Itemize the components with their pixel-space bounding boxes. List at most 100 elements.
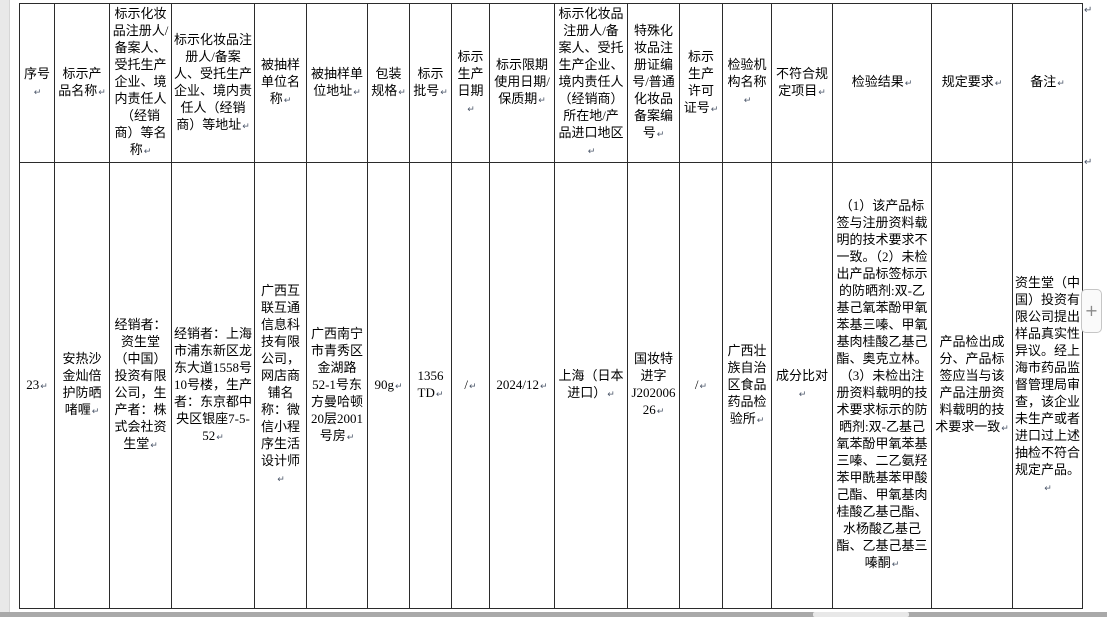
- header-label-nonconforming-item: 不符合规定项目: [775, 65, 828, 98]
- cell-value-inspection-result: （1）该产品标签与注册资料载明的技术要求不一致。（2）未检出产品标签标示的防晒剂…: [836, 198, 928, 570]
- paragraph-mark-icon: ↵: [818, 87, 826, 98]
- paragraph-mark-icon: ↵: [538, 96, 546, 106]
- cell-value-registrant-address: 经销者：上海市浦东新区龙东大道1558号10号楼，生产者：东京都中央区银座7-5…: [174, 325, 253, 443]
- paragraph-mark-icon: ↵: [277, 475, 285, 485]
- cell-value-nonconforming-item: 成分比对: [775, 368, 828, 383]
- paragraph-mark-icon: ↵: [1001, 424, 1009, 434]
- paragraph-mark-icon: ↵: [98, 87, 106, 98]
- paragraph-mark-icon: ↵: [1057, 79, 1065, 89]
- cell-inspection-agency: 广西壮族自治区食品药品检验所↵: [722, 162, 772, 609]
- paragraph-mark-icon: ↵: [798, 390, 807, 400]
- cell-packaging-spec: 90g↵: [367, 162, 410, 609]
- paragraph-mark-icon: ↵: [891, 560, 900, 570]
- cell-value-product-name: 安热沙金灿倍护防晒啫喱: [62, 351, 102, 417]
- cell-registrant-address: 经销者：上海市浦东新区龙东大道1558号10号楼，生产者：东京都中央区银座7-5…: [171, 162, 255, 609]
- header-product-name: 标示产品名称↵: [54, 3, 110, 163]
- cell-production-license-no: /↵: [679, 162, 723, 609]
- paragraph-mark-icon: ↵: [656, 130, 665, 140]
- cell-value-registration-no: 国妆特进字J20200626: [631, 351, 676, 417]
- horizontal-scrollbar-thumb[interactable]: [813, 612, 909, 617]
- paragraph-mark-icon: ↵: [216, 432, 224, 443]
- header-label-sampled-unit-address: 被抽样单位地址: [310, 65, 363, 98]
- paragraph-mark-icon: ↵: [394, 381, 403, 392]
- cell-sampled-unit-name: 广西互联互通信息科技有限公司，网店商铺名称：微信小程序生活设计师 ↵: [254, 162, 307, 609]
- cell-inspection-result: （1）该产品标签与注册资料载明的技术要求不一致。（2）未检出产品标签标示的防晒剂…: [832, 162, 932, 609]
- header-label-packaging-spec: 包装规格: [371, 65, 402, 98]
- cell-nonconforming-item: 成分比对 ↵: [771, 162, 833, 609]
- paragraph-mark-icon: ↵: [346, 432, 355, 443]
- page-left-edge: [0, 0, 10, 617]
- cell-value-production-date: /: [464, 376, 469, 392]
- paragraph-mark-icon: ↵: [242, 121, 250, 132]
- expand-plus-button[interactable]: +: [1081, 289, 1102, 333]
- cell-value-production-license-no: /: [694, 376, 699, 392]
- paragraph-mark-icon: ↵: [1044, 483, 1052, 494]
- table-row: 23↵ 安热沙金灿倍护防晒啫喱↵ 经销者：资生堂（中国）投资有限公司，生产者：株式会…: [19, 162, 1083, 609]
- paragraph-mark-icon: ↵: [143, 147, 152, 157]
- header-inspection-agency: 检验机构名称 ↵: [722, 3, 772, 163]
- paragraph-mark-icon: ↵: [91, 407, 100, 417]
- paragraph-mark-icon: ↵: [440, 87, 448, 98]
- horizontal-scrollbar-track[interactable]: [0, 612, 1107, 617]
- header-label-batch-no: 标示批号: [413, 65, 444, 98]
- cell-seq: 23↵: [19, 162, 55, 609]
- header-label-origin-region: 标示化妆品注册人/备案人、受托生产企业、境内责任人（经销商）所在地/产品进口地区: [558, 6, 624, 140]
- header-batch-no: 标示批号↵: [409, 3, 452, 163]
- paragraph-mark-icon: ↵: [904, 79, 913, 89]
- paragraph-mark-icon: ↵: [710, 104, 719, 115]
- paragraph-mark-icon: ↵: [150, 441, 158, 451]
- paragraph-mark-icon: ↵: [656, 407, 665, 417]
- header-label-production-date: 标示生产日期: [457, 48, 484, 98]
- cell-origin-region: 上海（日本进口）↵: [554, 162, 628, 609]
- header-label-registrant-name: 标示化妆品注册人/备案人、受托生产企业、境内责任人（经销商）等名称: [112, 6, 169, 157]
- paragraph-mark-icon: ↵: [353, 87, 361, 98]
- paragraph-mark-icon: ↵: [33, 87, 42, 98]
- cell-value-origin-region: 上海（日本进口）: [558, 368, 624, 400]
- paragraph-mark-icon: ↵: [756, 415, 765, 426]
- cell-value-expiry-date: 2024/12: [496, 376, 540, 392]
- paragraph-mark-row: ↵: [1084, 157, 1093, 168]
- header-seq: 序号 ↵: [19, 3, 55, 163]
- header-label-expiry-date: 标示限期使用日期/保质期: [494, 57, 550, 106]
- header-registrant-name: 标示化妆品注册人/备案人、受托生产企业、境内责任人（经销商）等名称↵: [109, 3, 172, 163]
- header-label-inspection-agency: 检验机构名称: [727, 57, 767, 89]
- cell-value-seq: 23: [26, 376, 40, 392]
- cell-value-inspection-agency: 广西壮族自治区食品药品检验所: [727, 342, 767, 426]
- cell-value-registrant-name: 经销者：资生堂（中国）投资有限公司，生产者：株式会社资生堂: [114, 317, 167, 451]
- header-label-product-name: 标示产品名称: [58, 65, 102, 98]
- cell-registration-no: 国妆特进字J20200626↵: [627, 162, 680, 609]
- header-sampled-unit-name: 被抽样单位名称↵: [254, 3, 307, 163]
- paragraph-mark-icon: ↵: [398, 87, 406, 98]
- cell-specified-requirement: 产品检出成分、产品标签应当与该产品注册资料载明的技术要求一致↵: [931, 162, 1013, 609]
- header-inspection-result: 检验结果↵: [832, 3, 932, 163]
- header-label-registrant-address: 标示化妆品注册人/备案人、受托生产企业、境内责任人（经销商）等地址: [174, 31, 253, 132]
- paragraph-mark-top: ↵: [1084, 5, 1093, 16]
- paragraph-mark-icon: ↵: [40, 381, 48, 392]
- paragraph-mark-icon: ↵: [435, 390, 444, 400]
- cell-value-batch-no: 1356 TD: [417, 368, 444, 400]
- header-registrant-address: 标示化妆品注册人/备案人、受托生产企业、境内责任人（经销商）等地址↵: [171, 3, 255, 163]
- header-specified-requirement: 规定要求↵: [931, 3, 1013, 163]
- header-label-specified-requirement: 规定要求: [941, 74, 994, 89]
- header-remarks: 备注↵: [1012, 3, 1083, 163]
- header-production-license-no: 标示生产许可证号↵: [679, 3, 723, 163]
- cell-batch-no: 1356 TD↵: [409, 162, 452, 609]
- paragraph-mark-icon: ↵: [469, 381, 477, 392]
- header-label-remarks: 备注: [1030, 74, 1057, 89]
- cell-registrant-name: 经销者：资生堂（中国）投资有限公司，生产者：株式会社资生堂↵: [109, 162, 172, 609]
- header-packaging-spec: 包装规格↵: [367, 3, 410, 163]
- cell-value-sampled-unit-name: 广西互联互通信息科技有限公司，网店商铺名称：微信小程序生活设计师: [260, 283, 300, 468]
- header-label-registration-no: 特殊化妆品注册证编号/普通化妆品备案编号: [632, 23, 675, 140]
- cell-production-date: /↵: [451, 162, 490, 609]
- cell-sampled-unit-address: 广西南宁市青秀区金湖路52-1号东方曼哈顿20层2001号房↵: [306, 162, 368, 609]
- paragraph-mark-icon: ↵: [467, 104, 475, 115]
- header-nonconforming-item: 不符合规定项目↵: [771, 3, 833, 163]
- paragraph-mark-icon: ↵: [540, 381, 548, 392]
- header-label-sampled-unit-name: 被抽样单位名称: [260, 57, 300, 106]
- header-production-date: 标示生产日期 ↵: [451, 3, 490, 163]
- paragraph-mark-icon: ↵: [699, 381, 708, 392]
- header-sampled-unit-address: 被抽样单位地址↵: [306, 3, 368, 163]
- header-expiry-date: 标示限期使用日期/保质期↵: [489, 3, 555, 163]
- paragraph-mark-icon: ↵: [607, 390, 615, 400]
- header-registration-no: 特殊化妆品注册证编号/普通化妆品备案编号↵: [627, 3, 680, 163]
